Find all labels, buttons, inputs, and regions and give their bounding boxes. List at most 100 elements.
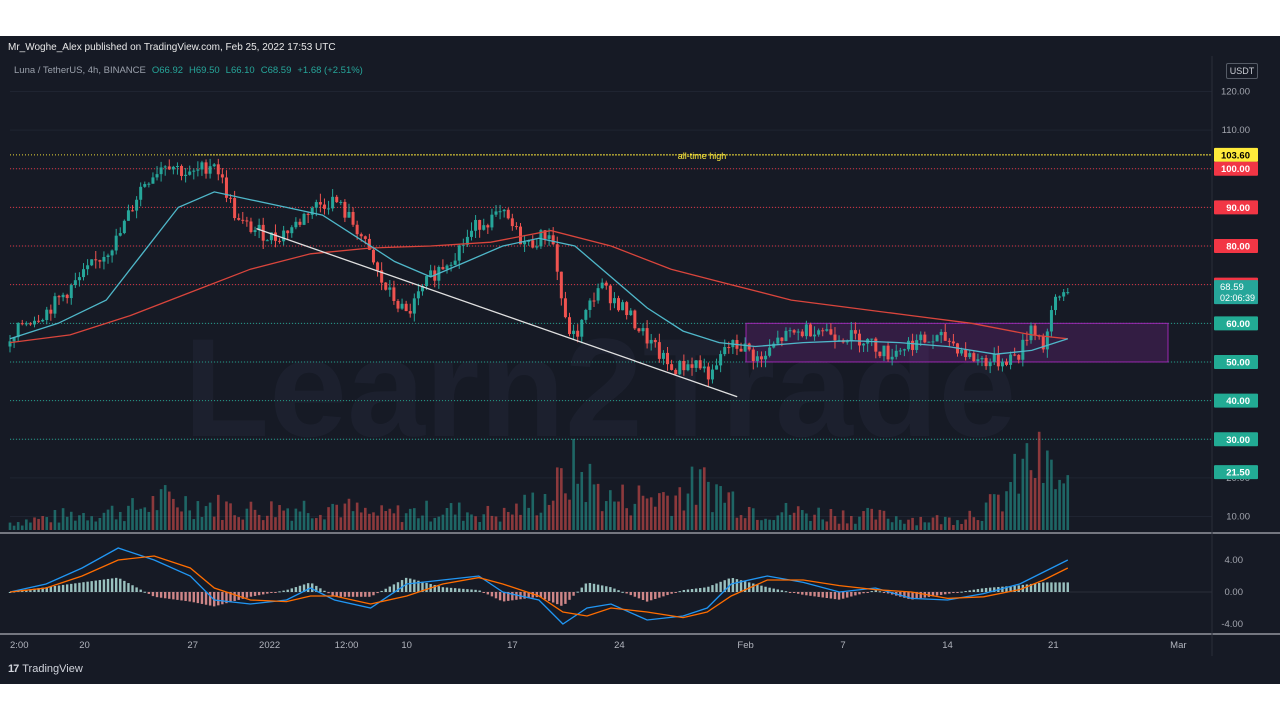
candle-body <box>229 197 233 199</box>
volume-bar <box>237 517 241 530</box>
macd-histogram-bar <box>257 592 261 596</box>
volume-bar <box>776 515 780 530</box>
candle-body <box>343 201 347 218</box>
macd-histogram-bar <box>592 583 596 592</box>
macd-histogram-bar <box>98 580 102 592</box>
volume-bar <box>335 504 339 530</box>
macd-histogram-bar <box>86 581 89 592</box>
level-label-text: 103.60 <box>1221 150 1250 161</box>
volume-bar <box>208 502 212 530</box>
volume-bar <box>805 513 808 530</box>
volume-bar <box>265 515 269 530</box>
macd-histogram-bar <box>360 592 363 597</box>
volume-bar <box>1021 458 1025 530</box>
candle-body <box>927 341 931 343</box>
volume-bar <box>939 524 943 530</box>
macd-tick-label: 4.00 <box>1225 555 1244 566</box>
candle-body <box>902 349 906 351</box>
macd-histogram-bar <box>911 592 914 600</box>
macd-histogram-bar <box>833 592 837 600</box>
macd-histogram-bar <box>609 587 612 592</box>
candle-body <box>1066 292 1070 294</box>
open-value: O66.92 <box>151 65 184 76</box>
candle-body <box>551 235 555 245</box>
volume-bar <box>841 510 845 530</box>
candle-body <box>45 309 49 321</box>
candle-body <box>849 330 853 342</box>
candle-body <box>1004 361 1008 365</box>
macd-histogram-bar <box>931 592 935 597</box>
macd-histogram-bar <box>531 592 534 598</box>
volume-bar <box>494 516 498 530</box>
volume-bar <box>870 508 874 530</box>
candle-body <box>204 162 208 174</box>
volume-bar <box>82 512 85 530</box>
volume-bar <box>555 467 559 530</box>
volume-bars <box>8 431 1070 530</box>
macd-histogram-bar <box>621 591 624 593</box>
macd-histogram-bar <box>466 589 469 592</box>
volume-bar <box>1066 475 1070 530</box>
tradingview-logo-icon: 17 <box>8 663 19 675</box>
volume-bar <box>1001 511 1004 530</box>
candle-body <box>690 364 694 368</box>
volume-bar <box>645 498 649 530</box>
volume-bar <box>658 493 661 530</box>
macd-histogram-bar <box>155 592 159 598</box>
macd-histogram-bar <box>976 589 980 592</box>
tradingview-logo[interactable]: 17 TradingView <box>8 663 83 675</box>
change-value: +1.68 (+2.51%) <box>297 65 363 76</box>
symbol-legend[interactable]: Luna / TetherUS, 4h, BINANCE O66.92 H69.… <box>14 65 363 76</box>
volume-bar <box>535 515 539 530</box>
volume-bar <box>1037 431 1041 530</box>
macd-histogram-bar <box>82 582 85 592</box>
candle-body <box>625 302 629 316</box>
volume-bar <box>943 516 947 530</box>
chart-canvas[interactable]: Learn2Trade 120.00110.00100.0090.0080.00… <box>0 36 1280 684</box>
macd-histogram-bar <box>364 592 367 597</box>
candle-body <box>469 230 473 237</box>
candle-body <box>184 174 188 176</box>
volume-bar <box>731 491 735 530</box>
volume-bar <box>339 517 343 530</box>
volume-bar <box>919 516 923 530</box>
level-price-label: 40.00 <box>1214 393 1258 408</box>
candle-body <box>1013 354 1017 356</box>
candle-body <box>825 329 829 331</box>
macd-histogram-bar <box>952 592 955 593</box>
volume-bar <box>498 521 502 530</box>
candle-body <box>886 345 890 360</box>
currency-selector[interactable]: USDT <box>1226 63 1258 79</box>
signal-line <box>9 555 1069 619</box>
macd-histogram-bar <box>694 588 698 592</box>
macd-histogram-bar <box>899 592 902 597</box>
candle-body <box>657 342 661 359</box>
symbol-name[interactable]: Luna / TetherUS, 4h, BINANCE <box>14 65 146 76</box>
macd-histogram-bar <box>874 590 878 592</box>
candle-body <box>682 361 686 371</box>
volume-bar <box>221 519 224 530</box>
candle-body <box>996 354 1000 367</box>
macd-histogram-bar <box>225 592 228 604</box>
candle-body <box>233 198 237 219</box>
volume-bar <box>1033 478 1037 530</box>
level-price-label: 80.00 <box>1214 239 1258 254</box>
volume-bar <box>686 493 690 530</box>
candle-body <box>106 255 110 257</box>
watermark-text: Learn2Trade <box>184 309 1017 466</box>
candle-body <box>882 345 886 357</box>
candle-body <box>992 354 996 362</box>
level-label-bg <box>1214 354 1258 369</box>
volume-bar <box>723 502 727 530</box>
macd-histogram-bar <box>944 592 947 595</box>
volume-bar <box>678 487 682 530</box>
candle-body <box>24 323 28 325</box>
candle-body <box>163 166 167 168</box>
macd-histogram-bar <box>507 592 510 601</box>
macd-histogram-bar <box>143 591 146 593</box>
volume-bar <box>400 522 404 530</box>
volume-bar <box>837 523 841 530</box>
volume-bar <box>257 514 261 530</box>
volume-bar <box>833 516 837 530</box>
macd-histogram-bar <box>580 587 583 592</box>
